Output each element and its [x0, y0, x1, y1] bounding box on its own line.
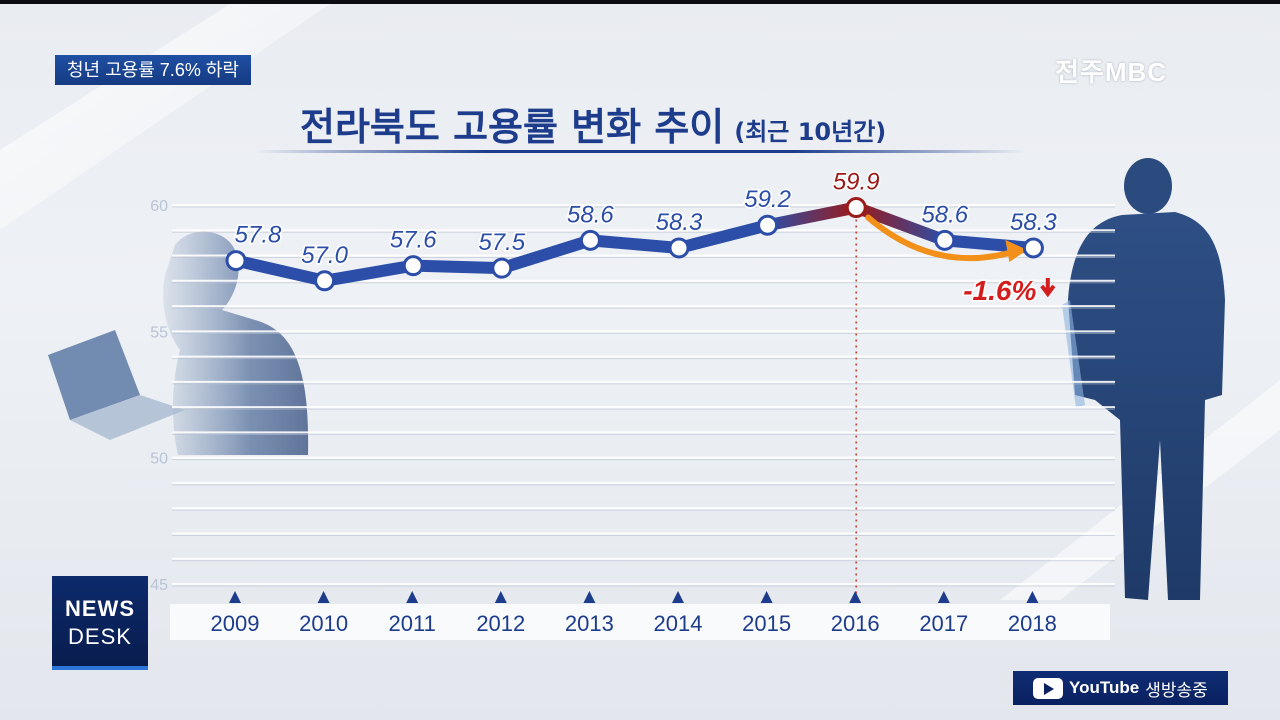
x-tick-marker	[1026, 591, 1039, 603]
series-segment	[761, 201, 863, 232]
x-tick-label: 2012	[476, 611, 525, 636]
y-tick-label: 50	[150, 451, 168, 468]
y-axis-ticks: 45 50 55 60	[150, 198, 168, 594]
x-tick-marker	[583, 591, 596, 603]
headline-badge: 청년 고용률 7.6% 하락	[55, 55, 251, 85]
youtube-brand: YouTube	[1069, 678, 1140, 697]
youtube-play-icon	[1033, 677, 1063, 699]
data-point	[314, 270, 336, 292]
x-tick-label: 2018	[1008, 611, 1057, 636]
x-tick-label: 2017	[919, 611, 968, 636]
y-tick-label: 45	[150, 577, 168, 594]
series-segment	[230, 254, 331, 287]
news-desk-line2: DESK	[68, 624, 132, 649]
x-tick-marker	[406, 591, 419, 603]
x-axis-strip	[170, 604, 1110, 640]
x-tick-marker	[494, 591, 507, 603]
top-border	[0, 0, 1280, 4]
data-point	[668, 237, 690, 259]
data-label: 57.8	[235, 222, 282, 249]
series-segment	[850, 201, 951, 247]
data-label: 58.6	[567, 201, 614, 228]
y-tick-label: 55	[150, 324, 168, 341]
data-label: 57.0	[301, 242, 348, 269]
series-segment	[318, 259, 420, 287]
data-point	[845, 197, 867, 219]
youtube-live-text: 생방송중	[1145, 680, 1208, 700]
x-tick-marker	[849, 591, 862, 603]
data-label: 58.3	[656, 209, 703, 236]
series-segment	[584, 234, 685, 254]
data-label: 59.9	[833, 169, 880, 196]
x-tick-label: 2016	[831, 611, 880, 636]
x-tick-marker	[672, 591, 684, 603]
data-label: 57.5	[478, 229, 525, 256]
x-tick-label: 2009	[211, 611, 260, 636]
chart-title: 전라북도 고용률 변화 추이 (최근 10년간)	[300, 96, 1000, 151]
down-arrow-icon	[1040, 277, 1056, 298]
news-desk-accent	[52, 666, 148, 670]
chart-subtitle: (최근 10년간)	[734, 118, 887, 146]
data-points: 57.8 57.0 57.6 57.5 58.6 58.3 59.2 59.9 58.6 58.3	[225, 167, 1059, 292]
x-tick-marker	[229, 591, 241, 603]
x-tick-label: 2011	[389, 611, 436, 636]
grid-layer	[172, 204, 1115, 600]
chart-title-main: 전라북도 고용률 변화 추이	[300, 105, 725, 149]
broadcaster-logo: 전주MBC	[1055, 57, 1168, 87]
x-tick-label: 2013	[565, 611, 614, 636]
data-point	[757, 214, 779, 236]
data-label: 59.2	[744, 186, 791, 213]
data-label: 58.3	[1010, 209, 1057, 236]
change-annotation: -1.6%	[865, 214, 1056, 307]
x-tick-marker	[937, 591, 950, 603]
x-tick-label: 2010	[299, 611, 348, 636]
data-label: 58.6	[921, 201, 968, 228]
x-tick-marker	[760, 591, 773, 603]
y-tick-label: 60	[150, 198, 168, 215]
title-underline	[255, 150, 1025, 153]
x-tick-label: 2014	[654, 611, 703, 636]
x-tick-label: 2015	[742, 611, 791, 636]
series-segment	[407, 259, 508, 275]
annotation-arrow	[865, 214, 1017, 262]
annotation-arrowhead	[1005, 239, 1028, 262]
news-desk-line1: NEWS	[65, 596, 135, 621]
data-point	[579, 229, 601, 251]
person-with-laptop-image	[48, 231, 309, 455]
data-label: 57.6	[390, 227, 437, 254]
data-point	[1022, 237, 1044, 259]
data-point	[934, 229, 956, 251]
x-axis-ticks: 2009 2010 2011 2012 2013 2014 2015 2016 2017 2018	[211, 591, 1057, 636]
news-desk-logo: NEWS DESK	[52, 576, 148, 670]
x-tick-marker	[317, 591, 330, 603]
data-point	[225, 250, 247, 272]
series-segment	[495, 234, 597, 275]
youtube-live-banner: YouTube 생방송중	[1013, 671, 1228, 705]
data-point	[491, 257, 513, 279]
annotation-label: -1.6%	[963, 275, 1036, 306]
data-point	[402, 255, 424, 277]
series-segment	[673, 219, 774, 254]
